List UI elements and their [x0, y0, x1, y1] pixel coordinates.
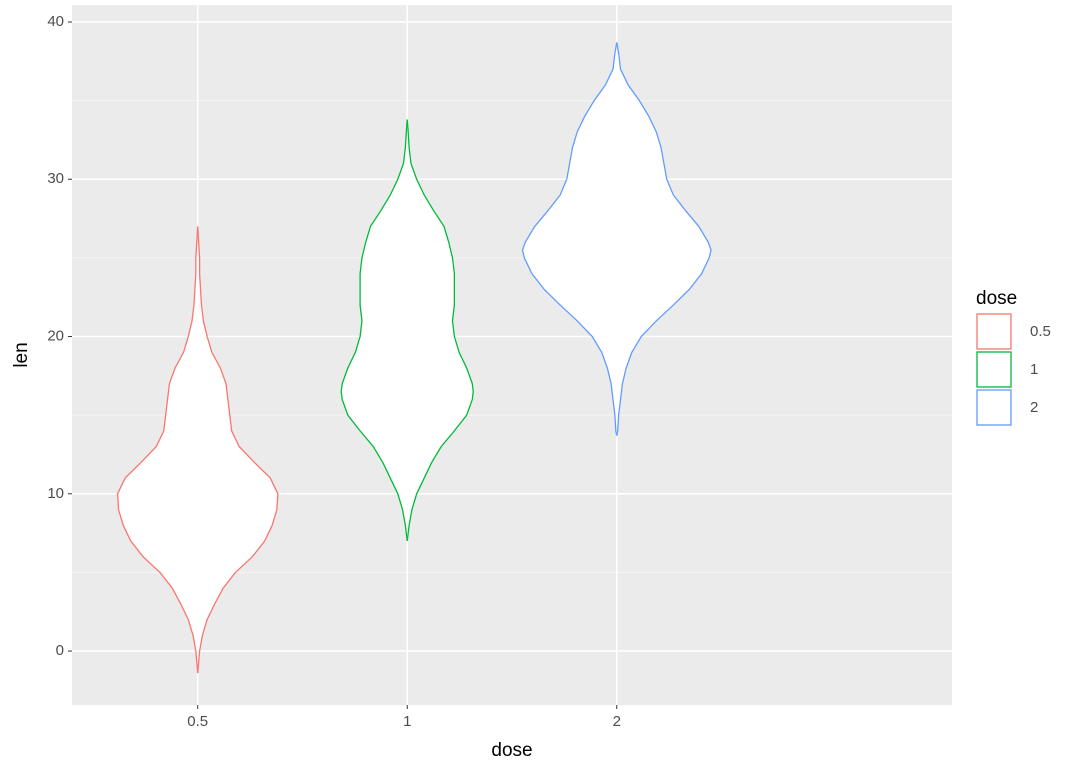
x-tick-label: 0.5	[187, 713, 208, 730]
y-tick-label: 10	[47, 485, 64, 502]
violin-half	[521, 42, 618, 436]
legend-key	[976, 351, 1012, 388]
x-axis-title: dose	[491, 740, 532, 761]
legend-label: 1	[1030, 361, 1038, 378]
violin-half	[116, 226, 199, 674]
violin-half	[616, 42, 712, 436]
y-tick-label: 40	[47, 13, 64, 30]
y-tick-label: 30	[47, 170, 64, 187]
legend-key	[976, 389, 1012, 426]
legend-key	[976, 313, 1012, 350]
x-tick-label: 2	[613, 713, 621, 730]
legend-title: dose	[976, 288, 1017, 309]
violin-half	[197, 226, 279, 674]
x-tick-label: 1	[403, 713, 411, 730]
y-tick-label: 0	[56, 642, 64, 659]
y-tick-label: 20	[47, 327, 64, 344]
violin-half	[340, 119, 408, 542]
y-axis-title: len	[11, 342, 32, 367]
violin-half	[406, 119, 474, 542]
legend-label: 0.5	[1030, 323, 1051, 340]
legend-label: 2	[1030, 399, 1038, 416]
